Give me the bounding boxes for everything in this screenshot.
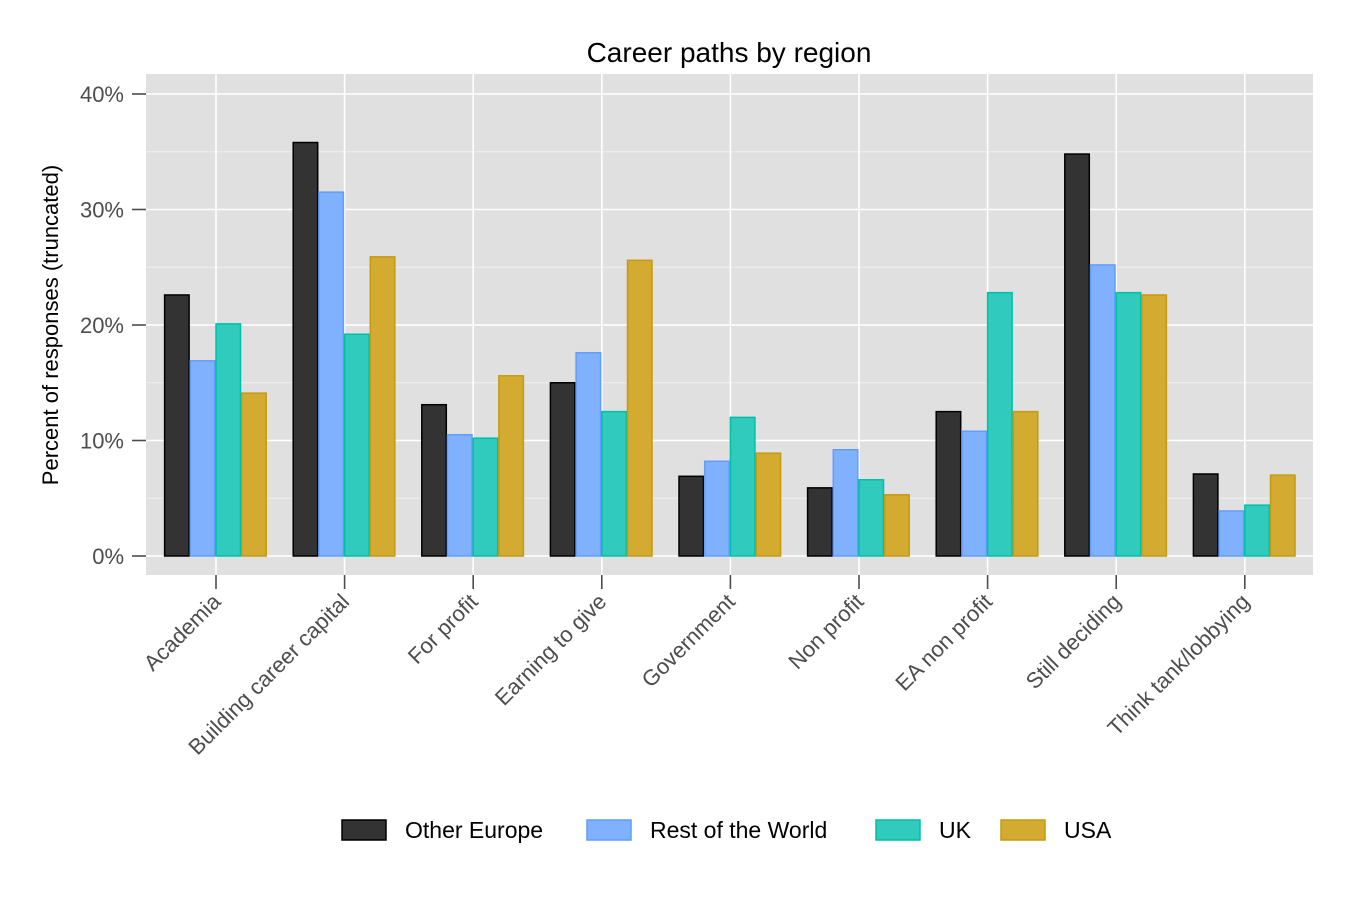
bar-usa-earning-to-give [626, 259, 653, 557]
legend-key [875, 819, 921, 841]
legend-label: Other Europe [405, 817, 543, 843]
legend-label: USA [1064, 817, 1112, 843]
bar-uk-government [729, 416, 756, 557]
bar-other-europe-ea-non-profit [935, 410, 962, 557]
x-tick-label: EA non profit [890, 589, 997, 696]
bar-uk-academia [215, 323, 242, 557]
bar-other-europe-still-deciding [1064, 153, 1091, 557]
x-tick-label: For profit [403, 589, 483, 669]
x-tick-label: Think tank/lobbying [1103, 589, 1255, 741]
bar-rest-of-the-world-earning-to-give [575, 351, 602, 557]
bar-other-europe-think-tank-lobbying [1192, 473, 1219, 557]
x-tick-label: Academia [139, 588, 226, 675]
bar-other-europe-government [678, 475, 705, 557]
bar-other-europe-building-career-capital [292, 141, 319, 557]
bars [163, 141, 1296, 557]
legend-label: UK [939, 817, 972, 843]
y-axis-title: Percent of responses (truncated) [38, 165, 63, 485]
y-tick-label: 40% [80, 82, 124, 107]
x-tick-label: Non profit [783, 589, 868, 674]
legend-key [586, 819, 632, 841]
y-tick-label: 0% [92, 544, 124, 569]
x-tick-label: Earning to give [490, 589, 611, 710]
bar-usa-ea-non-profit [1012, 410, 1039, 557]
bar-other-europe-non-profit [806, 487, 833, 557]
bar-uk-for-profit [472, 437, 499, 557]
bar-uk-non-profit [858, 479, 885, 557]
bar-usa-for-profit [498, 375, 525, 557]
bar-usa-academia [240, 392, 267, 557]
bar-uk-still-deciding [1115, 291, 1142, 557]
bar-uk-earning-to-give [601, 410, 628, 557]
legend-label: Rest of the World [650, 817, 827, 843]
bar-other-europe-earning-to-give [549, 382, 576, 557]
bar-usa-still-deciding [1141, 294, 1168, 557]
legend-key [1000, 819, 1046, 841]
bar-rest-of-the-world-government [703, 460, 730, 557]
bar-uk-building-career-capital [343, 333, 370, 557]
chart-title: Career paths by region [587, 37, 872, 68]
y-tick-label: 10% [80, 429, 124, 454]
bar-other-europe-academia [163, 294, 190, 557]
bar-rest-of-the-world-ea-non-profit [961, 430, 988, 557]
y-axis: 0% 10% 20% 30% 40% [80, 82, 146, 569]
y-tick-label: 30% [80, 198, 124, 223]
bar-usa-government [755, 452, 782, 557]
bar-rest-of-the-world-think-tank-lobbying [1218, 510, 1245, 557]
bar-uk-think-tank-lobbying [1244, 504, 1271, 557]
bar-rest-of-the-world-for-profit [446, 433, 473, 557]
bar-uk-ea-non-profit [986, 291, 1013, 557]
x-tick-label: Government [637, 589, 740, 692]
bar-rest-of-the-world-building-career-capital [318, 191, 345, 557]
bar-usa-think-tank-lobbying [1269, 474, 1296, 557]
legend-key [341, 819, 387, 841]
bar-usa-building-career-capital [369, 256, 396, 557]
y-tick-label: 20% [80, 313, 124, 338]
bar-rest-of-the-world-still-deciding [1089, 264, 1116, 557]
bar-other-europe-for-profit [421, 403, 448, 557]
x-tick-label: Still deciding [1021, 589, 1126, 694]
bar-rest-of-the-world-non-profit [832, 448, 859, 557]
legend: Other Europe Rest of the World UK USA [341, 817, 1112, 843]
bar-usa-non-profit [883, 494, 910, 557]
bar-rest-of-the-world-academia [189, 360, 216, 557]
